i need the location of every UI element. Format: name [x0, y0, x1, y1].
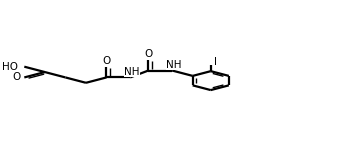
Text: O: O — [13, 72, 21, 83]
Text: NH: NH — [166, 60, 182, 70]
Text: O: O — [144, 49, 153, 59]
Text: NH: NH — [124, 67, 140, 76]
Text: I: I — [214, 57, 217, 67]
Text: HO: HO — [2, 62, 18, 72]
Text: O: O — [102, 56, 110, 66]
